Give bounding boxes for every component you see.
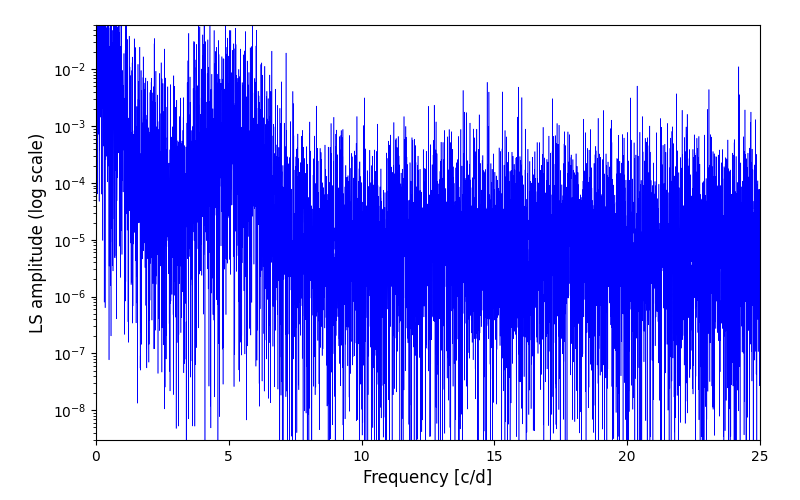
- X-axis label: Frequency [c/d]: Frequency [c/d]: [363, 470, 493, 488]
- Y-axis label: LS amplitude (log scale): LS amplitude (log scale): [30, 132, 47, 332]
